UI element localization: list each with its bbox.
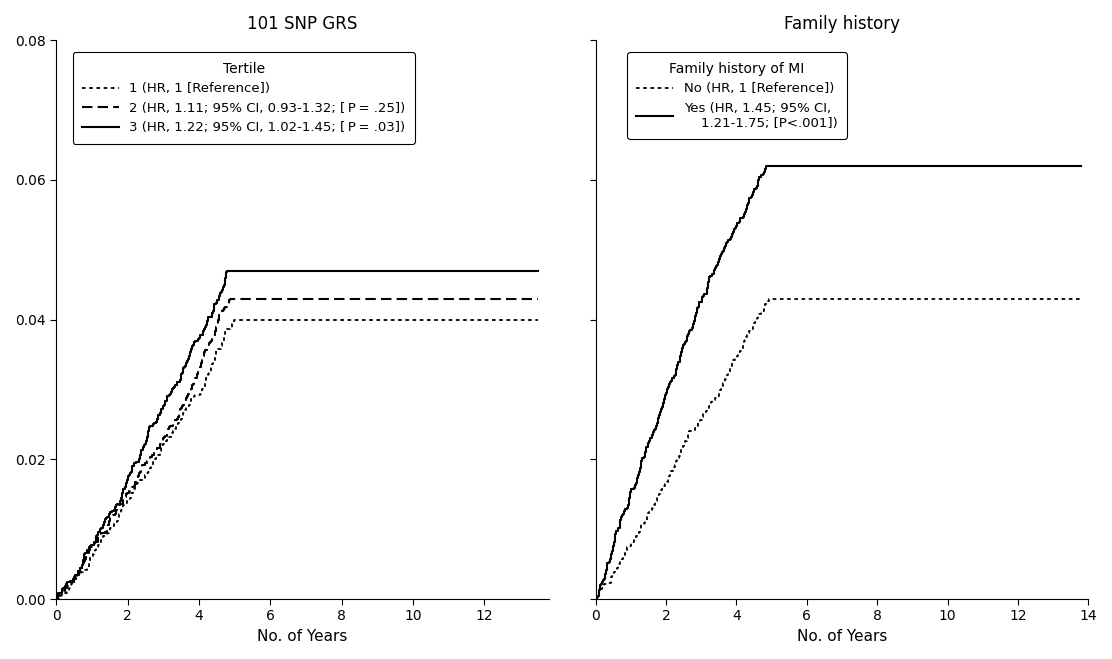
X-axis label: No. of Years: No. of Years xyxy=(257,629,348,644)
Title: Family history: Family history xyxy=(784,15,900,33)
Legend: No (HR, 1 [Reference]), Yes (HR, 1.45; 95% CI,
    1.21-1.75; [P<.001]): No (HR, 1 [Reference]), Yes (HR, 1.45; 9… xyxy=(627,52,846,139)
Legend: 1 (HR, 1 [Reference]), 2 (HR, 1.11; 95% CI, 0.93-1.32; [ P = .25]), 3 (HR, 1.22;: 1 (HR, 1 [Reference]), 2 (HR, 1.11; 95% … xyxy=(72,52,415,144)
Title: 101 SNP GRS: 101 SNP GRS xyxy=(247,15,358,33)
X-axis label: No. of Years: No. of Years xyxy=(797,629,887,644)
